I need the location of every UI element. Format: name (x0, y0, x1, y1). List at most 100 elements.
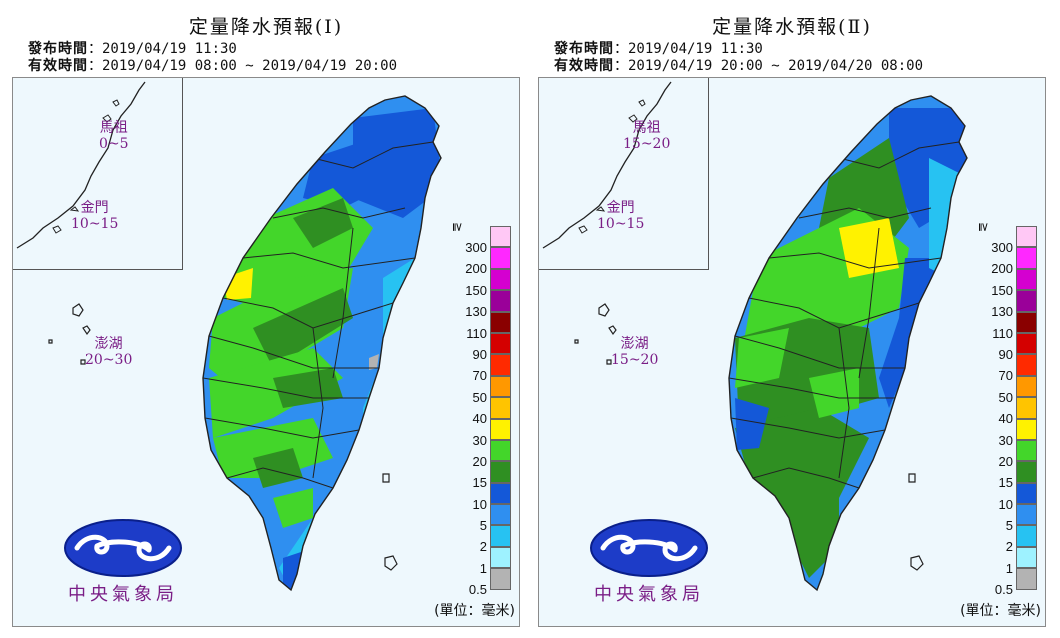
legend-swatch (490, 568, 511, 590)
legend-row: 1 (480, 546, 519, 576)
legend-row: 200 (465, 247, 519, 276)
kinmen-name: 金門 (80, 200, 109, 216)
gte-symbol: ≧ (450, 221, 465, 233)
legend-label: 70 (998, 368, 1013, 384)
legend-row: 110 (466, 311, 519, 341)
inset-coast-svg (542, 81, 672, 249)
legend-swatch (1016, 439, 1037, 462)
legend-swatch (490, 397, 511, 419)
offshore-islands (48, 303, 398, 571)
legend-rows: 300 200 150 130 110 90 70 50 40 30 20 15 10 5 2 1 0.5 (991, 226, 1045, 597)
legend-label: 1 (1005, 560, 1013, 576)
legend-row: 5 (480, 504, 519, 533)
legend-label: 200 (991, 261, 1013, 277)
taiwan-map-svg (48, 95, 442, 591)
unit-label: (單位：毫米) (434, 603, 515, 619)
legend-label: 50 (472, 389, 487, 405)
legend-row: 30 (473, 418, 519, 448)
legend-label: 20 (998, 453, 1013, 469)
legend-row: 2 (480, 525, 519, 554)
county-boundaries (729, 141, 960, 489)
rainfall-legend: ≧ 300 200 150 130 110 90 70 50 40 30 20 15 10 5 2 1 0.5 (451, 222, 519, 597)
penghu-label: 澎湖 15~20 (611, 336, 658, 368)
legend-row: 70 (473, 354, 519, 383)
rainfall-shading (735, 108, 967, 590)
legend-swatch (490, 504, 511, 526)
legend-row: 10 (999, 482, 1045, 512)
legend-row: 0.5 (469, 568, 519, 597)
rainfall-map: 馬祖 0~5 金門 10~15 澎湖 20~30 中央氣象局 ≧ 300 200 1… (12, 77, 520, 627)
legend-label: 200 (465, 261, 487, 277)
penghu-range: 20~30 (85, 352, 133, 368)
penghu-name: 澎湖 (620, 336, 649, 352)
legend-swatch (490, 525, 511, 547)
offshore-islands (574, 303, 924, 571)
legend-label: 5 (479, 518, 487, 534)
inset-coast-svg (16, 81, 146, 249)
legend-row: 40 (473, 397, 519, 426)
legend-label: 150 (465, 282, 487, 298)
legend-swatch (490, 247, 511, 269)
legend-swatch (1016, 504, 1037, 526)
legend-row: 50 (473, 375, 519, 405)
legend-row: 200 (991, 247, 1045, 276)
valid-value: ：2019/04/19 08:00 ~ 2019/04/19 20:00 (88, 58, 398, 74)
legend-swatch (490, 226, 511, 248)
legend-label: 130 (465, 304, 487, 320)
legend-label: 15 (472, 475, 487, 491)
legend-row: 70 (999, 354, 1045, 383)
penghu-name: 澎湖 (94, 336, 123, 352)
legend-swatch (1016, 332, 1037, 355)
legend-swatch (1016, 461, 1037, 483)
legend-row: 300 (465, 226, 519, 255)
matsu-name: 馬祖 (99, 120, 128, 136)
legend-row: 20 (473, 439, 519, 469)
legend-label: 130 (991, 304, 1013, 320)
issued-label: 發布時間 (28, 41, 88, 57)
legend-label: 70 (472, 368, 487, 384)
legend-swatch (1016, 290, 1037, 312)
gte-symbol: ≧ (976, 221, 991, 233)
legend-label: 2 (479, 539, 487, 555)
legend-swatch (490, 439, 511, 462)
legend-row: 50 (999, 375, 1045, 405)
legend-row: 20 (999, 439, 1045, 469)
kinmen-range: 10~15 (71, 216, 119, 232)
legend-label: 150 (991, 282, 1013, 298)
legend-label: 90 (472, 346, 487, 362)
legend-swatch (490, 375, 511, 398)
kinmen-name: 金門 (606, 200, 635, 216)
legend-row: 90 (999, 332, 1045, 362)
legend-swatch (1016, 375, 1037, 398)
legend-swatch (1016, 568, 1037, 590)
taiwan-map-svg (574, 95, 968, 591)
legend-swatch (1016, 247, 1037, 269)
legend-row: 130 (465, 290, 519, 319)
kinmen-label: 金門 10~15 (71, 200, 118, 232)
legend-label: 30 (472, 432, 487, 448)
valid-time: 有效時間：2019/04/19 08:00 ~ 2019/04/19 20:00 (28, 55, 397, 75)
legend-row: 5 (1006, 504, 1045, 533)
matsu-label: 馬祖 0~5 (99, 120, 129, 152)
valid-time: 有效時間：2019/04/19 20:00 ~ 2019/04/20 08:00 (554, 55, 923, 75)
legend-label: 300 (465, 240, 487, 255)
legend-swatch (490, 290, 511, 312)
legend-row: 2 (1006, 525, 1045, 554)
legend-label: 90 (998, 346, 1013, 362)
legend-row: 40 (999, 397, 1045, 426)
kinmen-label: 金門 10~15 (597, 200, 644, 232)
legend-row: 30 (999, 418, 1045, 448)
agency-name: 中央氣象局 (594, 584, 704, 605)
cwb-logo-icon (590, 519, 708, 577)
legend-row: 130 (991, 290, 1045, 319)
legend-swatch (490, 461, 511, 483)
legend-row: 90 (473, 332, 519, 362)
forecast-panel-1: 定量降水預報(Ⅰ) 發布時間：2019/04/19 11:30 有效時間：201… (6, 0, 526, 638)
legend-label: 110 (466, 325, 487, 341)
legend-rows: 300 200 150 130 110 90 70 50 40 30 20 15 10 5 2 1 0.5 (465, 226, 519, 597)
legend-label: 40 (998, 411, 1013, 427)
offshore-inset: 馬祖 15~20 金門 10~15 (539, 78, 709, 270)
legend-label: 15 (998, 475, 1013, 491)
matsu-label: 馬祖 15~20 (623, 120, 670, 152)
legend-swatch (490, 546, 511, 569)
